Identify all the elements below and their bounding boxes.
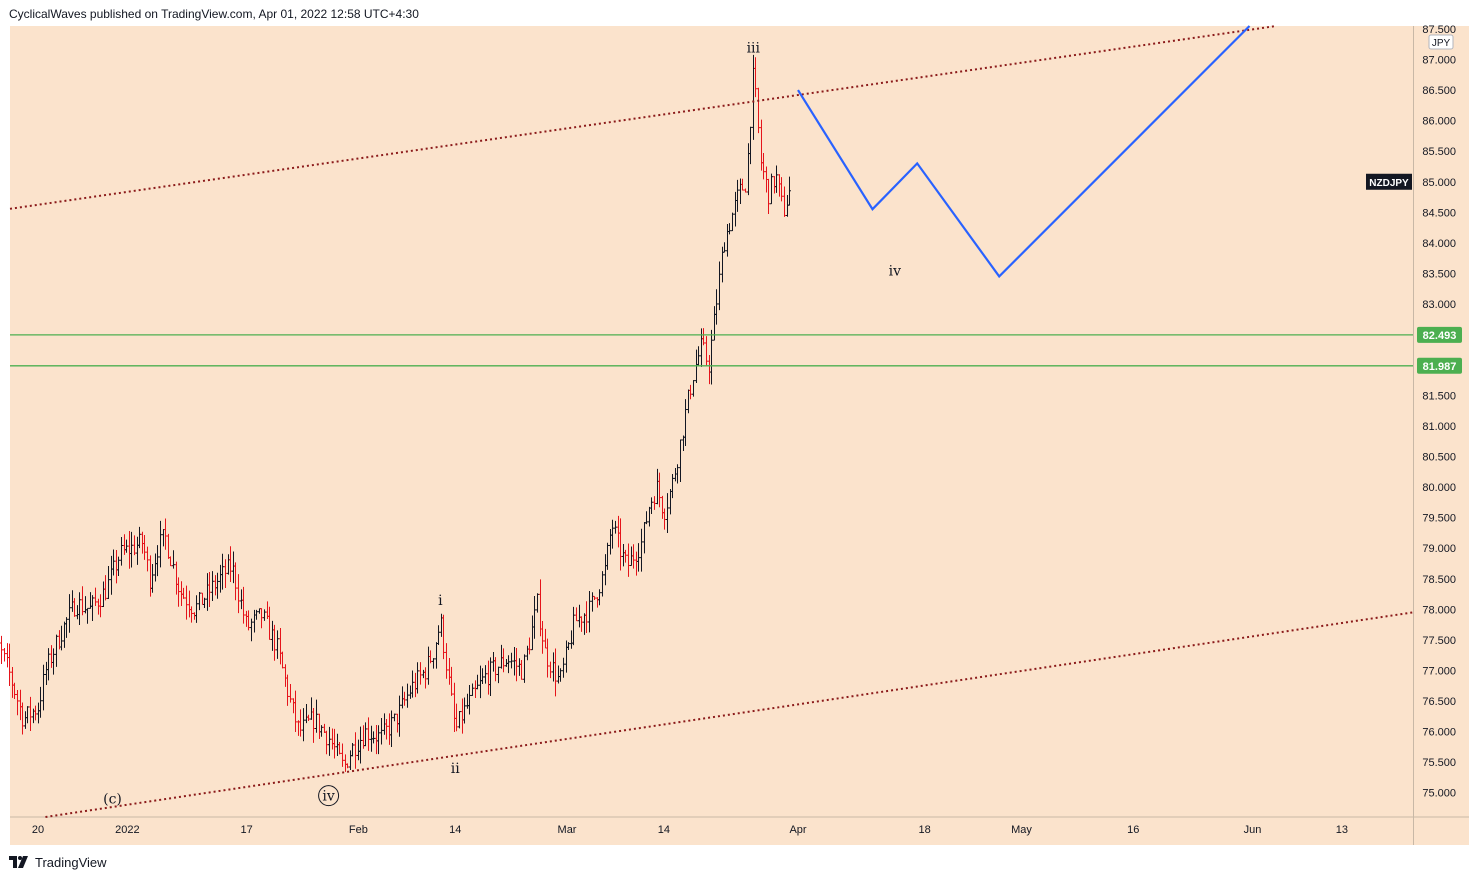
level-price-tag — [1417, 357, 1462, 374]
level-price-tag — [1417, 326, 1462, 343]
time-tick-label: 14 — [449, 824, 461, 836]
symbol-tag-label: NZDJPY — [1369, 178, 1409, 189]
wave-label: iii — [747, 40, 761, 56]
wave-label: iv — [889, 263, 901, 279]
price-tick-label: 79.000 — [1422, 543, 1456, 555]
price-tick-label: 81.500 — [1422, 391, 1456, 403]
price-tick-label: 83.500 — [1422, 268, 1456, 280]
channel-upper-line — [9, 25, 1277, 210]
time-tick-label: 2022 — [115, 824, 139, 836]
price-tags: 82.493 81.987 NZDJPY — [1366, 173, 1462, 374]
price-tick-label: 81.000 — [1422, 421, 1456, 433]
price-tick-label: 80.500 — [1422, 452, 1456, 464]
time-tick-label: Mar — [558, 824, 577, 836]
time-tick-label: 13 — [1336, 824, 1348, 836]
price-tick-label: 77.500 — [1422, 635, 1456, 647]
projection-path — [797, 25, 1251, 279]
level-price-label: 81.987 — [1423, 361, 1457, 373]
price-tick-label: 84.000 — [1422, 238, 1456, 250]
time-tick-label: Feb — [349, 824, 368, 836]
time-tick-label: 20 — [32, 824, 44, 836]
footer-brand: TradingView — [35, 854, 107, 870]
price-tick-label: 78.000 — [1422, 604, 1456, 616]
time-tick-label: 14 — [658, 824, 670, 836]
wave-label-circle — [318, 785, 340, 807]
price-axis[interactable]: 75.000 75.500 76.000 76.500 77.000 77.500 78.0… — [1422, 24, 1456, 800]
wave-label: ii — [451, 761, 460, 777]
price-tick-label: 84.500 — [1422, 207, 1456, 219]
wave-label: iv — [322, 789, 334, 805]
wave-label: i — [438, 593, 443, 609]
symbol-tag — [1366, 173, 1412, 190]
time-axis[interactable]: 20 2022 17 Feb 14 Mar 14 Apr 18 May 16 Jun 13 — [32, 824, 1348, 836]
drawings — [9, 25, 1414, 818]
time-tick-label: May — [1011, 824, 1032, 836]
wave-label: (c) — [103, 792, 122, 808]
time-tick-label: 16 — [1127, 824, 1139, 836]
plot-background — [10, 26, 1469, 845]
currency-label: JPY — [1432, 38, 1451, 49]
price-tick-label: 75.000 — [1422, 788, 1456, 800]
publish-info: CyclicalWaves published on TradingView.c… — [9, 7, 419, 21]
price-tick-label: 86.500 — [1422, 85, 1456, 97]
price-tick-label: 76.500 — [1422, 696, 1456, 708]
price-tick-label: 80.000 — [1422, 482, 1456, 494]
footer[interactable]: TradingView — [9, 853, 107, 871]
price-tick-label: 87.000 — [1422, 55, 1456, 67]
price-tick-label: 86.000 — [1422, 116, 1456, 128]
time-tick-label: 17 — [241, 824, 253, 836]
tradingview-logo-icon — [9, 856, 28, 868]
price-tick-label: 79.500 — [1422, 513, 1456, 525]
price-tick-label: 85.000 — [1422, 177, 1456, 189]
price-tick-label: 77.000 — [1422, 665, 1456, 677]
currency-badge — [1428, 34, 1454, 50]
price-tick-label: 78.500 — [1422, 574, 1456, 586]
time-tick-label: Apr — [789, 824, 806, 836]
price-tick-label: 85.500 — [1422, 146, 1456, 158]
time-tick-label: 18 — [919, 824, 931, 836]
price-tick-label: 75.500 — [1422, 757, 1456, 769]
price-tick-label: 83.000 — [1422, 299, 1456, 311]
price-bars — [0, 54, 791, 772]
channel-lower-line — [45, 611, 1414, 818]
time-tick-label: Jun — [1244, 824, 1262, 836]
price-tick-label: 76.000 — [1422, 726, 1456, 738]
level-price-label: 82.493 — [1423, 330, 1457, 342]
price-tick-label: 87.500 — [1422, 24, 1456, 36]
